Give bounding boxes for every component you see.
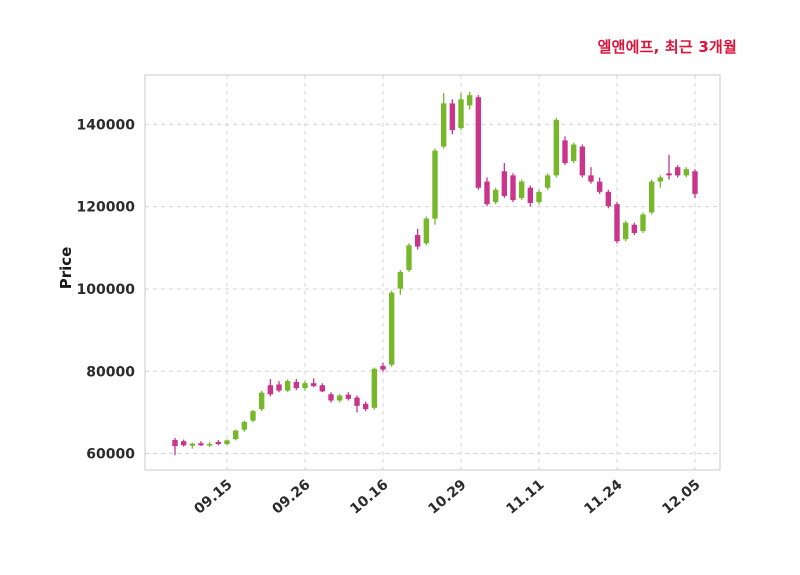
candle-body (510, 175, 516, 201)
y-tick-label: 120000 (77, 200, 136, 216)
candle-body (267, 385, 274, 395)
candle-body (622, 222, 629, 240)
candle-body (614, 204, 620, 242)
plot-border (144, 74, 721, 471)
candle-body (180, 441, 187, 446)
candle-body (241, 421, 248, 430)
candle-body (666, 173, 672, 176)
candle-body (345, 394, 352, 399)
candle-body (336, 395, 343, 401)
candle-body (302, 383, 308, 389)
candle-body (371, 368, 378, 408)
candle-body (648, 181, 655, 213)
candle-body (423, 218, 430, 244)
candle-body (406, 245, 412, 271)
candle-body (362, 403, 369, 410)
y-tick-label: 100000 (77, 282, 136, 298)
candle-body (588, 175, 594, 182)
x-tick-label: 10.16 (347, 477, 391, 518)
candle-body (657, 177, 664, 182)
candle-body (449, 103, 456, 131)
candle-body (596, 181, 603, 192)
x-tick-label: 12.05 (659, 477, 703, 518)
candle-body (527, 187, 534, 203)
candle-body (215, 442, 222, 445)
x-tick-label: 09.26 (269, 477, 313, 518)
candle-body (328, 394, 334, 401)
candle-body (432, 150, 438, 219)
candle-body (206, 444, 213, 446)
candle-body (492, 189, 499, 203)
candle-body (388, 292, 395, 365)
candle-body (674, 167, 681, 176)
candle-body (258, 392, 265, 410)
candle-body (232, 430, 239, 440)
x-tick-label: 11.11 (503, 477, 547, 518)
candle-body (631, 224, 638, 233)
candle-body (380, 365, 386, 370)
candle-body (284, 381, 291, 391)
candle-body (293, 381, 300, 389)
candle-body (319, 385, 326, 392)
y-tick-label: 140000 (77, 117, 136, 133)
candle-body (224, 440, 230, 445)
candle-body (579, 146, 586, 176)
candle-body (562, 140, 568, 164)
candle-body (518, 181, 525, 199)
chart-title: 엘앤에프, 최근 3개월 (597, 38, 737, 56)
candle-body (276, 384, 282, 391)
candle-body (250, 411, 256, 421)
y-tick-label: 60000 (86, 447, 135, 463)
candle-body (484, 181, 490, 205)
candle-body (414, 235, 421, 247)
candle-body (310, 383, 317, 387)
candle-body (440, 103, 447, 147)
candle-body (189, 443, 196, 446)
candle-body (605, 191, 612, 207)
candle-body (683, 169, 690, 176)
candle-body (458, 99, 464, 129)
candle-body (544, 175, 551, 188)
candle-body (466, 95, 473, 106)
candle-body (198, 443, 204, 446)
candle-body (501, 171, 508, 196)
candle-body (553, 119, 560, 176)
candle-body (536, 191, 542, 203)
candle-body (354, 397, 360, 406)
candle-body (570, 144, 577, 161)
candle-body (397, 272, 404, 289)
candle-body (475, 97, 482, 188)
candle-body (692, 171, 698, 194)
y-axis-label: Price (57, 246, 75, 290)
x-tick-label: 10.29 (425, 477, 469, 518)
candle-body (640, 214, 646, 231)
y-tick-label: 80000 (86, 364, 135, 380)
plot-area (145, 75, 720, 470)
x-tick-label: 11.24 (581, 477, 625, 518)
x-tick-label: 09.15 (191, 477, 235, 518)
candle-body (172, 439, 178, 447)
